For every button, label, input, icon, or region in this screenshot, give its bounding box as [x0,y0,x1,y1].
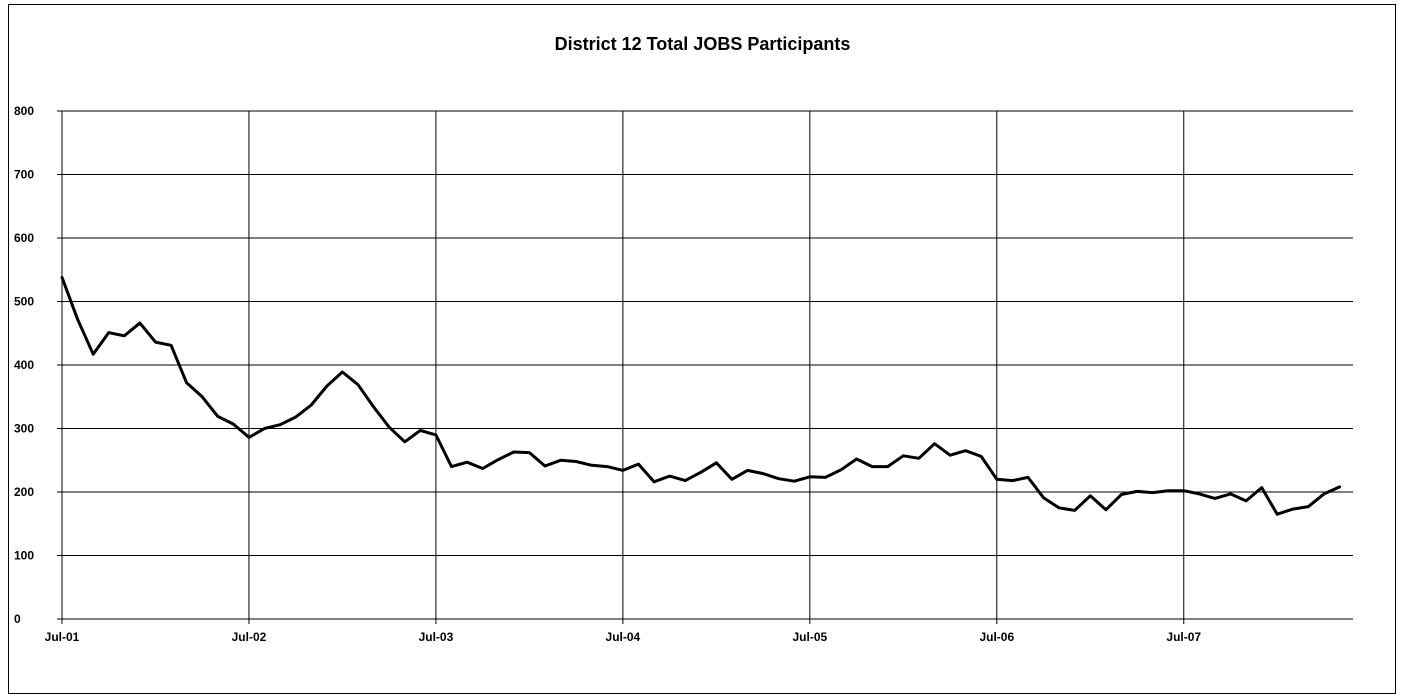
y-axis-tick-labels: 0 100 200 300 400 500 600 700 800 [14,104,34,626]
x-tick-label: Jul-03 [419,630,454,644]
y-tick-label: 300 [14,422,34,436]
x-tick-label: Jul-02 [232,630,267,644]
x-axis-tick-labels: Jul-01 Jul-02 Jul-03 Jul-04 Jul-05 Jul-06 Jul-… [45,630,1202,644]
series-line [60,275,1342,516]
x-tick-label: Jul-06 [979,630,1014,644]
y-tick-label: 700 [14,168,34,182]
y-tick-label: 100 [14,549,34,563]
y-tick-label: 400 [14,358,34,372]
axes [57,110,1353,624]
x-tick-label: Jul-04 [606,630,641,644]
y-tick-label: 200 [14,485,34,499]
y-tick-label: 0 [14,612,21,626]
chart-title: District 12 Total JOBS Participants [554,34,851,54]
x-tick-label: Jul-01 [45,630,80,644]
y-tick-label: 800 [14,104,34,118]
y-tick-label: 500 [14,295,34,309]
series-layer [60,275,1342,516]
vertical-gridlines [248,111,1185,619]
x-tick-label: Jul-05 [792,630,827,644]
horizontal-gridlines [62,110,1353,556]
y-tick-label: 600 [14,231,34,245]
x-tick-label: Jul-07 [1166,630,1201,644]
